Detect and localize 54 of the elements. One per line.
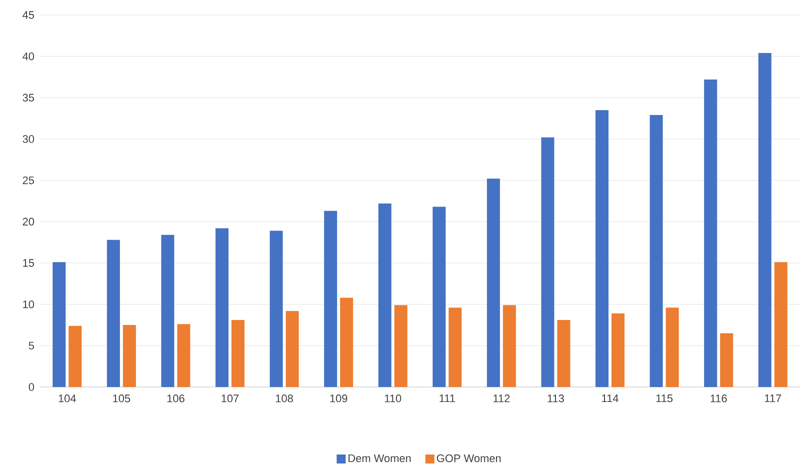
x-tick-label: 110 (384, 394, 402, 402)
bar (666, 308, 679, 387)
y-tick-label: 40 (22, 52, 34, 60)
bar (650, 115, 663, 387)
bar (340, 298, 354, 387)
x-tick-label: 109 (330, 394, 348, 402)
bar (774, 262, 788, 387)
bar (68, 326, 82, 387)
y-tick-label: 20 (22, 218, 34, 226)
bar (502, 305, 516, 387)
x-tick-label: 112 (494, 394, 510, 402)
bar (270, 230, 283, 387)
bar (52, 262, 66, 387)
x-tick-label: 106 (167, 394, 184, 402)
bar (161, 234, 174, 387)
x-tick-label: 113 (548, 394, 564, 402)
x-tick-label: 116 (710, 394, 727, 402)
bar (557, 320, 570, 387)
x-tick-label: 107 (222, 394, 239, 402)
x-tick-label: 114 (602, 394, 618, 402)
y-tick-label: 30 (22, 135, 34, 143)
bar (324, 210, 338, 387)
y-tick-label: 0 (28, 383, 34, 391)
y-tick-label: 5 (28, 342, 34, 350)
bar (106, 240, 120, 387)
y-tick-label: 45 (22, 11, 34, 19)
y-tick-label: 25 (22, 176, 34, 184)
bar (432, 206, 446, 387)
bar (541, 137, 554, 387)
x-tick-label: 115 (656, 394, 673, 402)
x-tick-label: 104 (58, 394, 76, 402)
bar (704, 79, 718, 387)
x-tick-label: 105 (113, 394, 130, 402)
bar (758, 53, 772, 387)
bar (122, 325, 136, 387)
bar (720, 333, 734, 387)
y-tick-label: 10 (23, 300, 34, 308)
bar (232, 320, 245, 387)
bar (596, 110, 609, 387)
y-tick-label: 35 (22, 94, 34, 102)
x-tick-label: 111 (440, 394, 455, 402)
bar (378, 203, 392, 387)
legend-label: Dem Women (348, 454, 411, 462)
x-tick-label: 108 (276, 394, 293, 402)
x-tick-label: 117 (764, 394, 782, 402)
bar (486, 178, 500, 387)
legend-label: GOP Women (436, 454, 501, 462)
bar (448, 308, 462, 387)
bar (286, 310, 299, 387)
bar (216, 228, 229, 387)
bar (612, 313, 625, 387)
y-tick-label: 15 (23, 259, 34, 267)
bar (177, 324, 190, 387)
bar (394, 305, 408, 387)
